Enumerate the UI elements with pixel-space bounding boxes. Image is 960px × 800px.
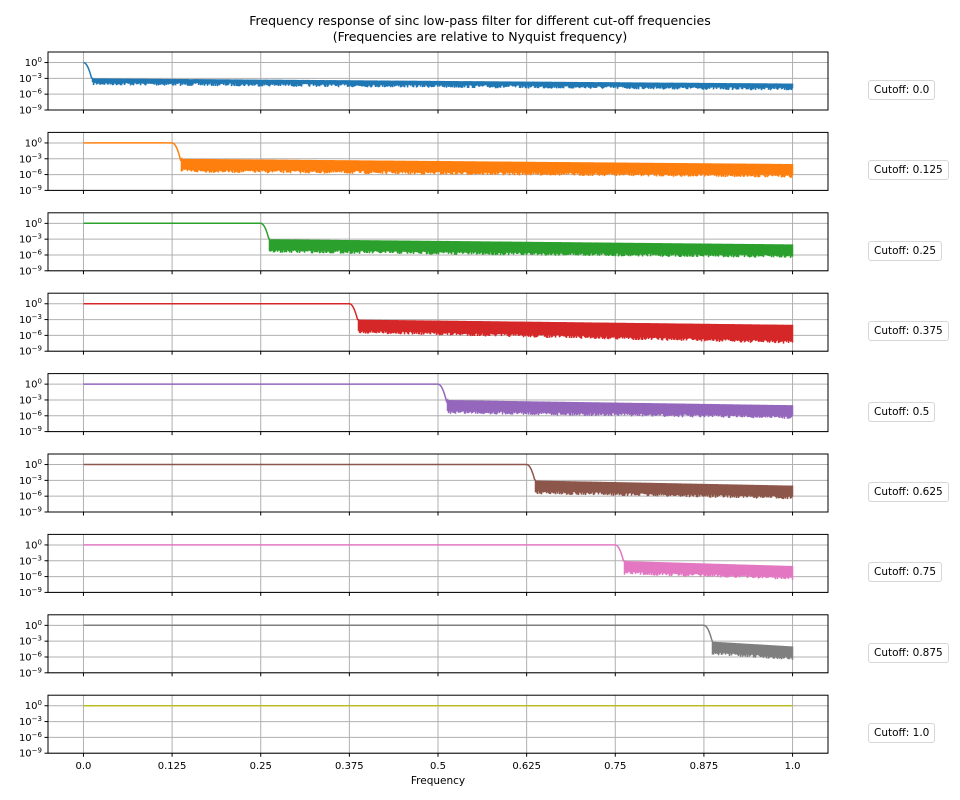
legend-entry: Cutoff: 0.0 bbox=[868, 80, 936, 100]
y-tick-label: 10−6 bbox=[19, 88, 43, 101]
y-tick-label: 100 bbox=[25, 56, 42, 69]
subplot: 100 10−3 10−6 10−9 bbox=[19, 131, 829, 197]
y-tick-label: 10−9 bbox=[19, 506, 42, 519]
y-tick-label: 100 bbox=[25, 699, 42, 712]
y-tick-label: 10−3 bbox=[19, 233, 42, 246]
subplot: 100 10−3 10−6 10−9 bbox=[19, 212, 829, 277]
subplot: 100 10−3 10−6 10−9 bbox=[19, 51, 829, 117]
y-tick-label: 10−3 bbox=[19, 393, 42, 406]
subplot: 100 10−3 10−6 10−9 bbox=[19, 453, 829, 519]
y-tick-label: 10−3 bbox=[19, 554, 42, 567]
series-line bbox=[83, 383, 794, 419]
subplot: 100 10−3 10−6 10−9 bbox=[19, 373, 829, 438]
y-tick-label: 100 bbox=[25, 378, 42, 391]
y-tick-label: 10−9 bbox=[19, 104, 42, 117]
y-tick-label: 10−9 bbox=[19, 425, 42, 438]
y-tick-label: 10−3 bbox=[19, 313, 42, 326]
legend-entry: Cutoff: 0.625 bbox=[868, 482, 949, 502]
y-tick-label: 10−6 bbox=[19, 490, 43, 503]
series-line bbox=[83, 61, 794, 91]
x-tick-label: 0.625 bbox=[512, 761, 541, 772]
y-tick-label: 10−9 bbox=[19, 345, 42, 358]
y-tick-label: 10−3 bbox=[19, 152, 42, 165]
chart-title: Frequency response of sinc low-pass filt… bbox=[249, 13, 711, 28]
series-line bbox=[83, 624, 794, 660]
legend-entry: Cutoff: 1.0 bbox=[868, 723, 936, 744]
x-tick-label: 0.25 bbox=[250, 761, 272, 772]
y-tick-label: 10−6 bbox=[19, 409, 43, 422]
x-tick-label: 1.0 bbox=[785, 761, 801, 772]
subplot: 100 10−3 10−6 10−9 0.0 0.125 0.25 0.375 0.5 0.625… bbox=[19, 694, 829, 772]
y-tick-label: 10−9 bbox=[19, 666, 42, 679]
y-tick-label: 10−9 bbox=[19, 184, 42, 197]
subplot: 100 10−3 10−6 10−9 bbox=[19, 292, 829, 358]
legend-entry: Cutoff: 0.375 bbox=[868, 321, 949, 342]
y-tick-label: 10−9 bbox=[19, 586, 42, 599]
series-line bbox=[83, 302, 794, 344]
y-tick-label: 10−6 bbox=[19, 168, 43, 181]
y-tick-label: 100 bbox=[25, 136, 42, 149]
legend-entry: Cutoff: 0.25 bbox=[868, 240, 943, 261]
x-tick-label: 0.375 bbox=[335, 761, 364, 772]
y-tick-label: 10−3 bbox=[19, 72, 42, 85]
chart-subtitle: (Frequencies are relative to Nyquist fre… bbox=[332, 29, 628, 44]
y-tick-label: 10−9 bbox=[19, 747, 42, 760]
y-tick-label: 10−3 bbox=[19, 474, 42, 487]
y-tick-label: 10−3 bbox=[19, 715, 42, 728]
x-tick-label: 0.0 bbox=[76, 761, 92, 772]
x-tick-label: 0.75 bbox=[604, 761, 626, 772]
subplot: 100 10−3 10−6 10−9 bbox=[19, 533, 829, 599]
x-axis-label: Frequency bbox=[410, 775, 466, 787]
series-line bbox=[83, 142, 794, 178]
y-tick-label: 10−6 bbox=[19, 731, 43, 744]
y-tick-label: 100 bbox=[25, 538, 42, 551]
y-tick-label: 10−3 bbox=[19, 635, 42, 648]
y-tick-label: 100 bbox=[25, 297, 42, 310]
y-tick-label: 100 bbox=[25, 458, 42, 471]
legend-entry: Cutoff: 0.125 bbox=[868, 160, 949, 181]
y-tick-label: 10−6 bbox=[19, 650, 43, 663]
x-tick-label: 0.5 bbox=[430, 761, 446, 772]
x-tick-label: 0.875 bbox=[690, 761, 719, 772]
series-line bbox=[83, 222, 794, 258]
series-line bbox=[83, 463, 794, 500]
x-tick-label: 0.125 bbox=[158, 761, 187, 772]
legend-entry: Cutoff: 0.5 bbox=[868, 401, 936, 422]
series-line bbox=[83, 544, 794, 580]
legend-entry: Cutoff: 0.75 bbox=[868, 562, 943, 583]
y-tick-label: 100 bbox=[25, 619, 42, 632]
y-tick-label: 100 bbox=[25, 217, 42, 230]
y-tick-label: 10−9 bbox=[19, 264, 42, 277]
y-tick-label: 10−6 bbox=[19, 248, 43, 261]
y-tick-label: 10−6 bbox=[19, 329, 43, 342]
y-tick-label: 10−6 bbox=[19, 570, 43, 583]
subplot: 100 10−3 10−6 10−9 bbox=[19, 614, 829, 679]
legend-entry: Cutoff: 0.875 bbox=[868, 642, 949, 663]
